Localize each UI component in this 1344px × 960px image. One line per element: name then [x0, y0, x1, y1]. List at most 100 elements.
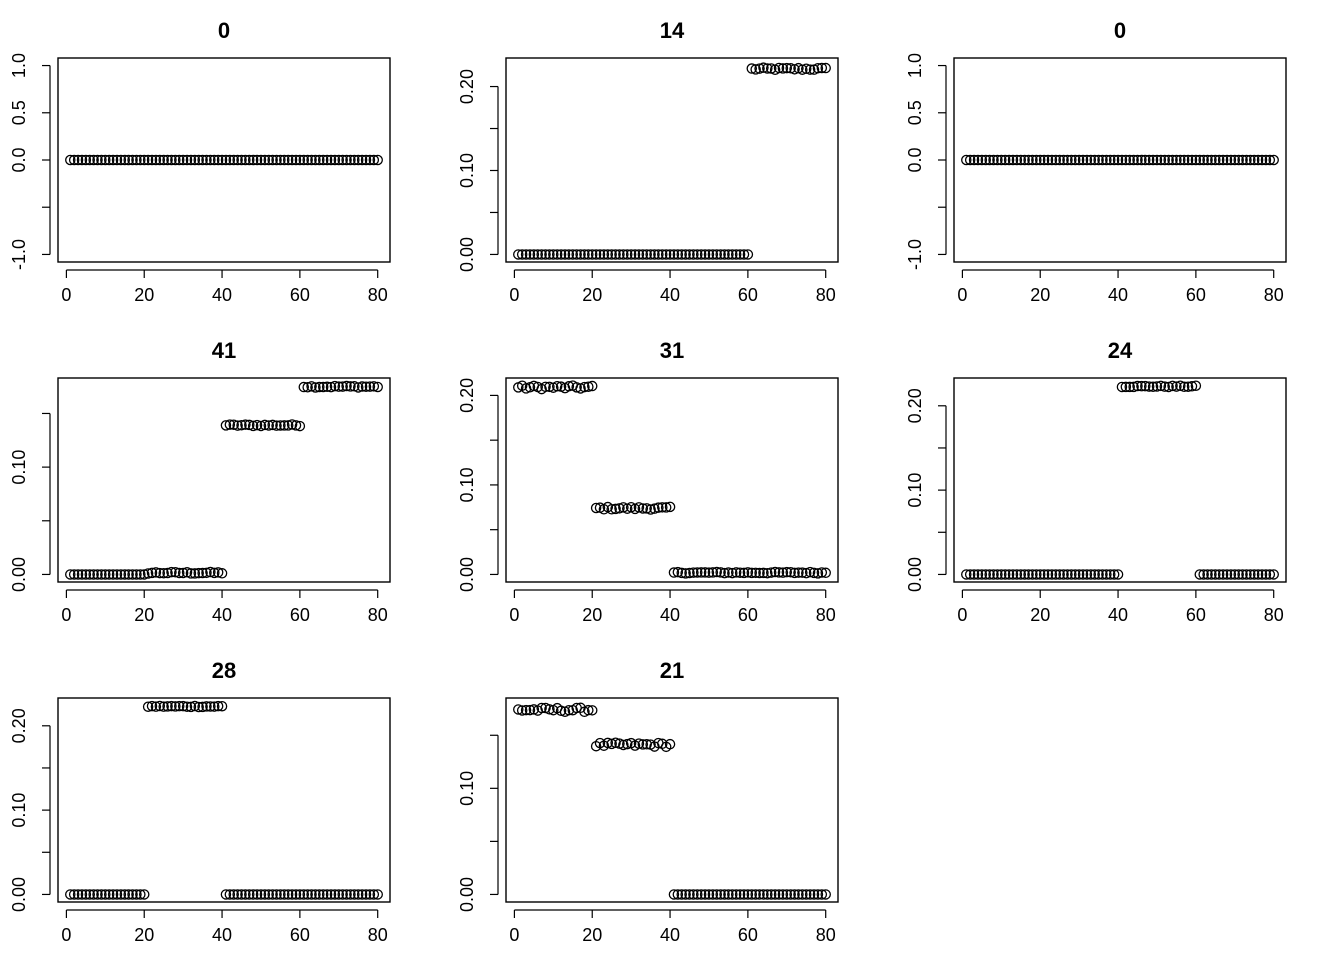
data-point — [789, 567, 800, 579]
data-point — [325, 889, 337, 900]
x-tick-label: 20 — [134, 605, 154, 625]
data-point — [719, 567, 730, 579]
panel-title: 31 — [660, 338, 684, 363]
data-point — [146, 700, 158, 712]
data-point — [1089, 569, 1100, 580]
data-point — [707, 889, 719, 900]
data-point — [816, 62, 828, 74]
data-point — [820, 567, 831, 579]
data-point — [127, 889, 138, 900]
data-point — [321, 381, 333, 393]
y-tick-label: 0.10 — [457, 771, 477, 806]
data-point — [579, 381, 590, 393]
data-point — [964, 569, 976, 580]
data-point — [637, 739, 649, 750]
data-point — [645, 504, 656, 515]
data-point — [1042, 569, 1054, 580]
data-point — [996, 154, 1007, 166]
data-point — [1213, 154, 1225, 166]
data-point — [668, 249, 680, 260]
data-point — [224, 889, 236, 900]
y-tick-label: 0.00 — [905, 557, 925, 592]
y-tick-label: 1.0 — [9, 53, 29, 78]
data-point — [138, 154, 150, 166]
data-point — [1011, 154, 1023, 166]
data-point — [586, 380, 598, 392]
data-point — [193, 154, 204, 166]
data-point — [610, 503, 621, 515]
data-point — [345, 889, 356, 900]
data-point — [680, 249, 691, 260]
data-point — [275, 889, 286, 900]
data-point — [719, 889, 730, 900]
data-point — [629, 249, 641, 260]
data-point — [251, 154, 263, 166]
data-point — [754, 567, 765, 579]
data-point — [1190, 154, 1202, 166]
data-point — [286, 889, 298, 900]
data-point — [154, 154, 166, 166]
data-point — [372, 889, 383, 900]
x-tick-label: 20 — [1030, 285, 1050, 305]
data-point — [1264, 154, 1276, 166]
data-point — [224, 154, 236, 166]
data-point — [1264, 569, 1276, 580]
data-point — [368, 889, 380, 900]
y-tick-label: 0.20 — [457, 69, 477, 104]
data-point — [688, 249, 699, 260]
data-point — [65, 154, 76, 166]
data-point — [707, 249, 719, 260]
data-point — [255, 420, 267, 432]
data-point — [72, 889, 84, 900]
data-point — [769, 566, 781, 578]
data-point — [664, 738, 676, 750]
data-point — [310, 382, 321, 393]
data-point — [189, 154, 201, 166]
data-point — [360, 889, 372, 900]
data-point — [337, 889, 348, 900]
data-point — [1070, 569, 1081, 580]
x-tick-label: 80 — [816, 925, 836, 945]
data-point — [1221, 154, 1233, 166]
data-point — [314, 154, 325, 166]
data-point — [1268, 154, 1279, 166]
data-point — [197, 154, 208, 166]
data-point — [294, 420, 306, 432]
data-point — [583, 249, 594, 260]
data-point — [205, 154, 216, 166]
data-point — [730, 889, 742, 900]
data-point — [999, 154, 1011, 166]
data-point — [676, 567, 687, 579]
data-point — [131, 154, 142, 166]
y-tick-label: 0.00 — [457, 237, 477, 272]
data-point — [664, 249, 676, 260]
data-point — [80, 154, 92, 166]
data-point — [633, 249, 645, 260]
data-point — [1093, 154, 1104, 166]
y-tick-label: 0.0 — [905, 147, 925, 172]
data-point — [711, 566, 722, 578]
data-point — [107, 154, 119, 166]
data-point — [138, 889, 150, 900]
data-point — [1194, 569, 1206, 580]
data-point — [209, 154, 220, 166]
data-point — [317, 381, 329, 393]
data-point — [310, 154, 321, 166]
x-tick-label: 0 — [61, 285, 71, 305]
data-point — [360, 381, 372, 392]
data-point — [290, 420, 302, 431]
data-point — [205, 566, 216, 578]
data-point — [664, 501, 676, 513]
data-point — [618, 739, 629, 751]
panel-4: 31 0 20 40 60 80 0.00 0.10 0.20 — [457, 338, 839, 625]
data-point — [812, 568, 824, 579]
data-point — [765, 567, 777, 578]
data-point — [1186, 154, 1198, 166]
data-point — [1027, 569, 1038, 580]
data-point — [773, 62, 785, 74]
y-tick-label: 0.10 — [905, 473, 925, 508]
data-point — [703, 249, 715, 260]
data-point — [610, 737, 621, 748]
data-point — [520, 249, 532, 260]
data-point — [1171, 154, 1182, 166]
